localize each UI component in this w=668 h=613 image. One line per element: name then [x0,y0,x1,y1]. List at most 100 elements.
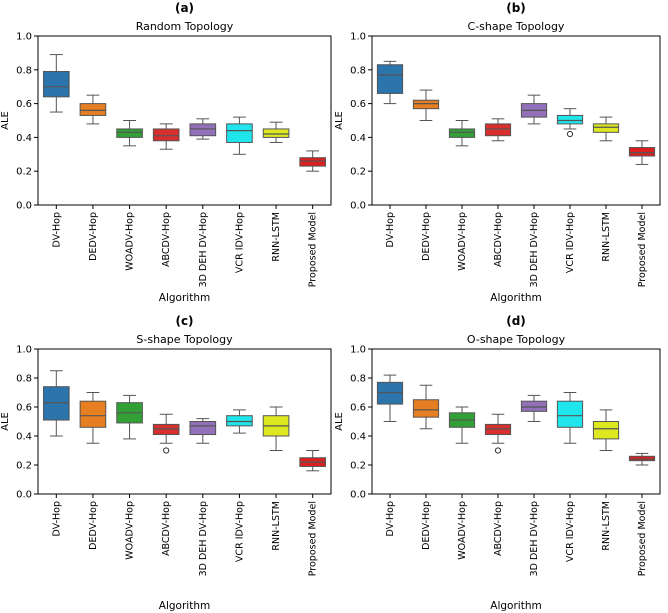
x-axis-label: Algorithm [159,292,210,304]
y-tick-label: 1.0 [350,32,366,43]
outlier-point [163,447,170,454]
box-body [79,400,107,428]
x-tick-label: DV-Hop [51,212,62,248]
y-tick-label: 0.6 [350,99,366,110]
x-tick-label: ABCDV-Hop [493,212,504,267]
x-tick-label: WOADV-Hop [457,501,468,560]
box-dedv-hop [79,392,107,444]
x-axis-label: Algorithm [490,292,541,304]
x-tick-label: VCR IDV-Hop [565,212,576,273]
y-tick-label: 0.0 [350,490,366,501]
x-tick-label: WOADV-Hop [457,212,468,271]
x-tick-label: 3D DEH DV-Hop [529,501,540,576]
box-body [152,423,180,436]
box-woadv-hop [116,120,143,147]
box-body [189,421,217,436]
box-proposed-model [628,140,656,165]
y-tick-label: 0.4 [350,133,366,144]
box-3d-deh-dv-hop [520,94,548,125]
box-woadv-hop [448,406,476,444]
y-tick-label: 0.4 [350,432,366,443]
box-woadv-hop [448,120,476,147]
box-body [484,123,512,137]
panel-b: (b) C-shape Topology 0.0 0.2 0.4 0.6 0.8 1.0 ALE… [334,1,661,304]
box-body [484,423,512,436]
y-tick-label: 0.6 [16,403,32,414]
box-vcr-idv-hop [556,108,584,138]
x-tick-label: Proposed Model [308,212,319,287]
x-tick-label: ABCDV-Hop [493,501,504,556]
box-body [226,415,253,427]
box-proposed-model [628,452,656,466]
box-3d-deh-dv-hop [189,118,217,140]
y-tick-label: 0.0 [16,490,32,501]
x-tick-label: 3D DEH DV-Hop [529,212,540,287]
axes-frame [37,35,332,206]
y-tick-label: 0.8 [16,65,32,76]
box-dedv-hop [79,94,107,125]
box-body [628,455,656,462]
chart-title: S-shape Topology [136,333,233,346]
x-axis-label: Algorithm [490,600,541,612]
x-tick-label: 3D DEH DV-Hop [198,212,209,287]
x-tick-label: DEDV-Hop [421,501,432,550]
x-tick-label: VCR IDV-Hop [234,212,245,273]
x-tick-label: Proposed Model [637,212,648,287]
y-tick-label: 1.0 [350,345,366,356]
panel-label: (d) [506,314,526,328]
y-tick-label: 0.8 [350,65,366,76]
x-tick-label: RNN-LSTM [601,501,612,551]
chart-title: Random Topology [136,20,234,33]
x-tick-label: WOADV-Hop [125,501,136,560]
chart-title: C-shape Topology [468,20,565,33]
box-rnn-lstm [262,406,290,451]
y-tick-label: 0.6 [16,99,32,110]
box-body [299,157,327,167]
y-tick-label: 0.4 [16,133,32,144]
y-tick-label: 0.2 [16,461,32,472]
box-body [628,147,656,157]
x-tick-label: VCR IDV-Hop [234,501,245,562]
y-tick-label: 0.4 [16,432,32,443]
box-body [226,123,253,143]
box-rnn-lstm [592,409,620,451]
box-vcr-idv-hop [226,409,253,434]
x-tick-label: ABCDV-Hop [161,501,172,556]
y-tick-label: 1.0 [16,345,32,356]
outlier-point [494,447,502,454]
box-body [556,400,584,428]
x-tick-label: DV-Hop [51,501,62,537]
x-tick-label: ABCDV-Hop [161,212,172,267]
x-tick-label: VCR IDV-Hop [565,501,576,562]
box-body [42,70,70,98]
box-dv-hop [42,54,70,113]
box-body [262,128,290,138]
x-tick-label: RNN-LSTM [601,212,612,262]
box-body [152,128,180,142]
box-dv-hop [376,60,404,105]
box-dv-hop [376,374,404,422]
box-proposed-model [299,150,327,172]
y-tick-label: 1.0 [16,32,32,43]
y-tick-label: 0.0 [350,201,366,212]
box-abcdv-hop [152,413,180,454]
panel-label: (b) [506,1,526,15]
axes-frame [37,348,332,495]
panel-c: (c) S-shape Topology 0.0 0.2 0.4 0.6 0.8 1.0 ALE… [0,314,332,612]
box-vcr-idv-hop [556,392,584,444]
box-body [376,381,404,405]
y-tick-label: 0.0 [16,201,32,212]
y-tick-label: 0.2 [350,461,366,472]
box-body [520,400,548,412]
box-abcdv-hop [484,413,512,454]
y-axis-label: ALE [334,111,345,130]
outlier-point [566,130,574,138]
x-tick-label: DEDV-Hop [88,212,99,261]
x-tick-label: DEDV-Hop [88,501,99,550]
box-body [189,123,217,137]
y-axis-label: ALE [0,412,11,431]
box-body [592,123,620,133]
y-tick-label: 0.2 [16,167,32,178]
x-axis-label: Algorithm [159,600,210,612]
